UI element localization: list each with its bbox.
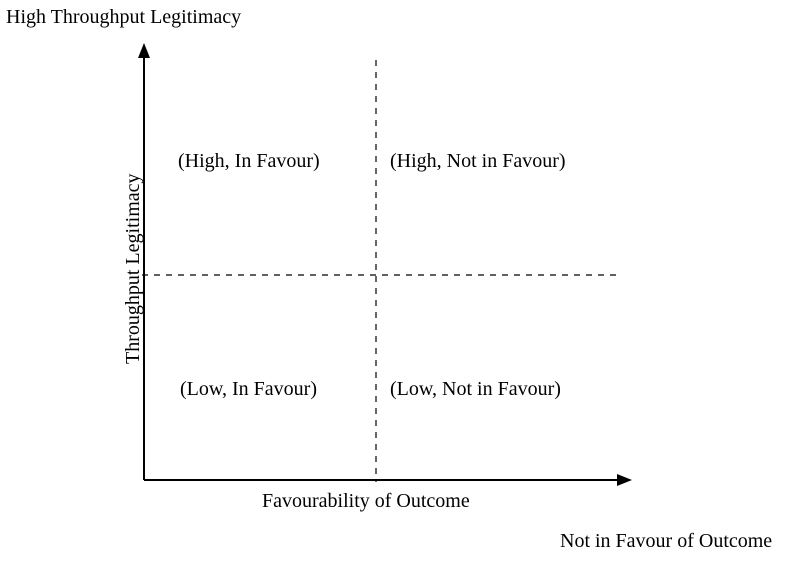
x-axis-label: Favourability of Outcome [262, 490, 470, 513]
quadrant-bottom-left: (Low, In Favour) [180, 378, 317, 401]
diagram-canvas: High Throughput Legitimacy Not in Favour… [0, 0, 786, 561]
y-axis-arrowhead [138, 43, 150, 58]
y-axis-label: Throughput Legitimacy [122, 173, 145, 364]
quadrant-top-right: (High, Not in Favour) [390, 150, 566, 173]
bottom-right-title: Not in Favour of Outcome [560, 530, 772, 553]
quadrant-bottom-right: (Low, Not in Favour) [390, 378, 561, 401]
quadrant-top-left: (High, In Favour) [178, 150, 320, 173]
x-axis-arrowhead [617, 474, 632, 486]
top-left-title: High Throughput Legitimacy [6, 6, 241, 29]
axes-svg [0, 0, 786, 561]
